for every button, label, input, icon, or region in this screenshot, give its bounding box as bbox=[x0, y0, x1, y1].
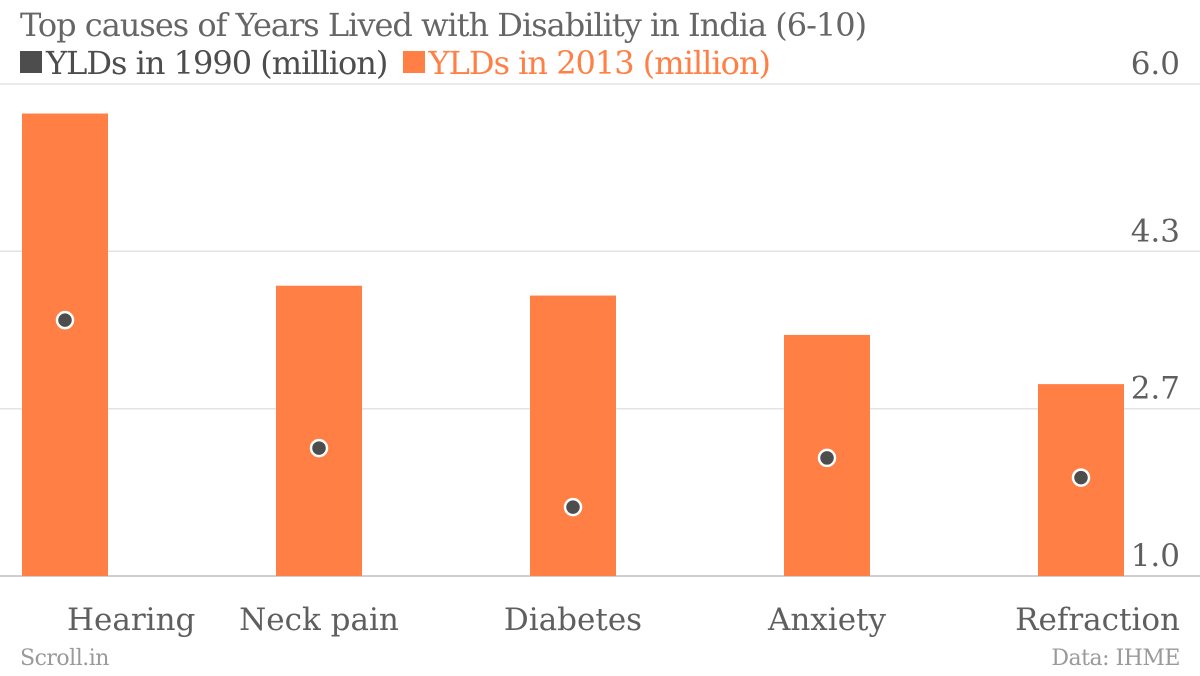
dot-1990 bbox=[309, 438, 329, 458]
dot-1990 bbox=[563, 497, 583, 517]
y-tick-label: 4.3 bbox=[1131, 213, 1180, 249]
legend-swatch-2013 bbox=[402, 51, 425, 73]
bar-2013 bbox=[276, 285, 362, 576]
y-tick-label: 1.0 bbox=[1131, 538, 1180, 574]
y-tick-label: 6.0 bbox=[1131, 46, 1180, 82]
data-source: Data: IHME bbox=[1051, 646, 1180, 671]
dot-1990 bbox=[1071, 468, 1091, 487]
legend-item-1990: YLDs in 1990 (million) bbox=[20, 44, 388, 82]
legend-item-2013: YLDs in 2013 (million) bbox=[402, 44, 771, 82]
x-tick-label: Refraction bbox=[1015, 602, 1180, 638]
bar-2013 bbox=[530, 295, 616, 576]
x-tick-label: Hearing bbox=[67, 602, 195, 638]
source-credit: Scroll.in bbox=[20, 646, 109, 671]
bar-2013 bbox=[22, 113, 108, 577]
legend: YLDs in 1990 (million) YLDs in 2013 (mil… bbox=[20, 44, 776, 82]
legend-label-2013: YLDs in 2013 (million) bbox=[428, 44, 771, 82]
dot-1990 bbox=[55, 310, 75, 330]
x-tick-label: Neck pain bbox=[239, 602, 399, 638]
dot-1990 bbox=[817, 448, 837, 468]
x-tick-label: Diabetes bbox=[504, 602, 642, 638]
legend-label-1990: YLDs in 1990 (million) bbox=[46, 44, 388, 82]
legend-swatch-1990 bbox=[20, 51, 42, 73]
y-tick-label: 2.7 bbox=[1131, 371, 1180, 407]
chart-title: Top causes of Years Lived with Disabilit… bbox=[20, 6, 867, 44]
x-tick-label: Anxiety bbox=[767, 602, 887, 638]
